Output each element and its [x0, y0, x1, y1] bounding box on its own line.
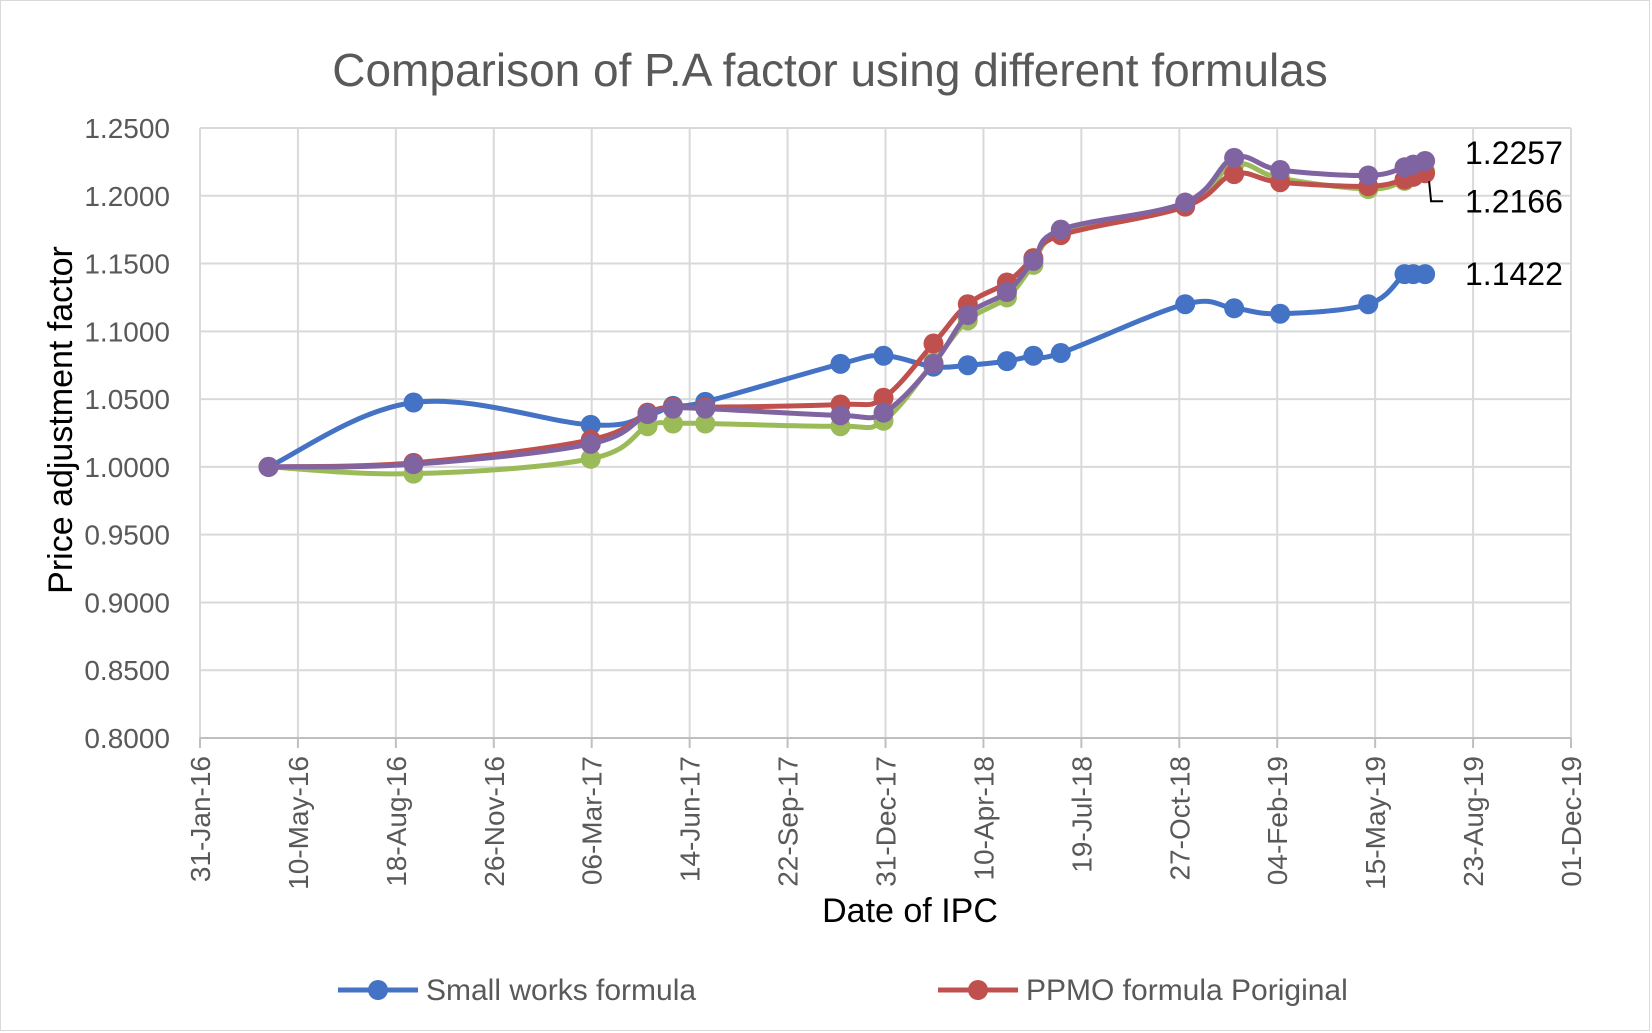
x-tick-label: 10-Apr-18	[968, 756, 999, 881]
data-point	[1270, 303, 1291, 324]
data-point	[403, 454, 424, 475]
data-point	[1224, 298, 1245, 319]
x-tick-label: 14-Jun-17	[675, 756, 706, 882]
data-point	[1175, 192, 1196, 213]
data-label: 1.2257	[1465, 135, 1563, 171]
x-tick-label: 19-Jul-18	[1066, 756, 1097, 873]
chart-title: Comparison of P.A factor using different…	[332, 44, 1328, 96]
y-tick-label: 1.1000	[84, 316, 170, 347]
y-tick-label: 0.8500	[84, 655, 170, 686]
data-point	[830, 405, 851, 426]
data-point	[662, 398, 683, 419]
x-tick-labels: 31-Jan-16 10-May-16 18-Aug-16 26-Nov-16 06-M…	[185, 756, 1587, 890]
series-1	[258, 264, 1436, 477]
data-point	[1023, 250, 1044, 271]
x-tick-label: 04-Feb-19	[1262, 756, 1293, 885]
data-point	[695, 398, 716, 419]
series-group	[258, 147, 1436, 484]
data-point	[580, 448, 601, 469]
x-tick-label: 01-Dec-19	[1556, 756, 1587, 887]
x-tick-label: 31-Jan-16	[185, 756, 216, 882]
data-point	[637, 404, 658, 425]
data-point	[873, 387, 894, 408]
legend-marker	[968, 980, 988, 1000]
y-tick-label: 1.2000	[84, 181, 170, 212]
data-point	[923, 333, 944, 354]
data-point	[957, 355, 978, 376]
data-point	[1224, 147, 1245, 168]
data-point	[1050, 219, 1071, 240]
data-point	[923, 353, 944, 374]
series-4	[258, 147, 1436, 477]
data-point	[830, 353, 851, 374]
legend-label: PPMO formula Poriginal	[1026, 974, 1348, 1007]
data-label: 1.1422	[1465, 256, 1563, 292]
y-tick-label: 1.2500	[84, 113, 170, 144]
y-tick-labels: 1.2500 1.2000 1.1500 1.1000 1.0500 1.0000 0.95…	[84, 113, 170, 754]
y-tick-label: 1.0000	[84, 452, 170, 483]
end-labels: 1.2257 1.2166 1.1422	[1428, 135, 1563, 292]
data-point	[957, 305, 978, 326]
legend-marker	[368, 980, 388, 1000]
data-point	[996, 351, 1017, 372]
data-point	[1224, 164, 1245, 185]
data-point	[695, 413, 716, 434]
x-tick-label: 18-Aug-16	[381, 756, 412, 887]
legend-item: Small works formula	[338, 974, 696, 1007]
y-tick-label: 1.1500	[84, 249, 170, 280]
data-point	[662, 413, 683, 434]
data-point	[580, 414, 601, 435]
x-tick-label: 26-Nov-16	[479, 756, 510, 887]
legend-label: Small works formula	[426, 974, 696, 1007]
x-tick-label: 06-Mar-17	[577, 756, 608, 885]
y-tick-label: 0.8000	[84, 723, 170, 754]
data-point	[996, 282, 1017, 303]
data-point	[580, 433, 601, 454]
data-point	[1358, 294, 1379, 315]
legend: Small works formula PPMO formula Porigina…	[338, 974, 1348, 1007]
data-point	[1023, 345, 1044, 366]
data-point	[1415, 264, 1436, 285]
data-point	[1415, 150, 1436, 171]
x-tick-label: 22-Sep-17	[773, 756, 804, 887]
data-point	[1358, 165, 1379, 186]
y-tick-label: 0.9500	[84, 520, 170, 551]
y-tick-label: 0.9000	[84, 587, 170, 618]
y-tick-label: 1.0500	[84, 384, 170, 415]
x-tick-label: 15-May-19	[1360, 756, 1391, 890]
grid-lines	[199, 127, 1572, 748]
data-point	[873, 345, 894, 366]
data-point	[258, 456, 279, 477]
data-point	[403, 392, 424, 413]
x-axis-title: Date of IPC	[822, 892, 998, 930]
data-label: 1.2166	[1465, 183, 1563, 219]
y-axis-title: Price adjustment factor	[42, 246, 80, 594]
data-point	[1050, 343, 1071, 364]
legend-item: PPMO formula Poriginal	[938, 974, 1348, 1007]
x-tick-label: 31-Dec-17	[871, 756, 902, 887]
label-leader-line	[1428, 181, 1444, 203]
x-tick-label: 10-May-16	[283, 756, 314, 890]
x-tick-label: 23-Aug-19	[1458, 756, 1489, 887]
data-point	[1175, 294, 1196, 315]
x-tick-label: 27-Oct-18	[1164, 756, 1195, 881]
data-point	[1270, 160, 1291, 181]
data-point	[873, 402, 894, 423]
series-3	[258, 154, 1436, 484]
